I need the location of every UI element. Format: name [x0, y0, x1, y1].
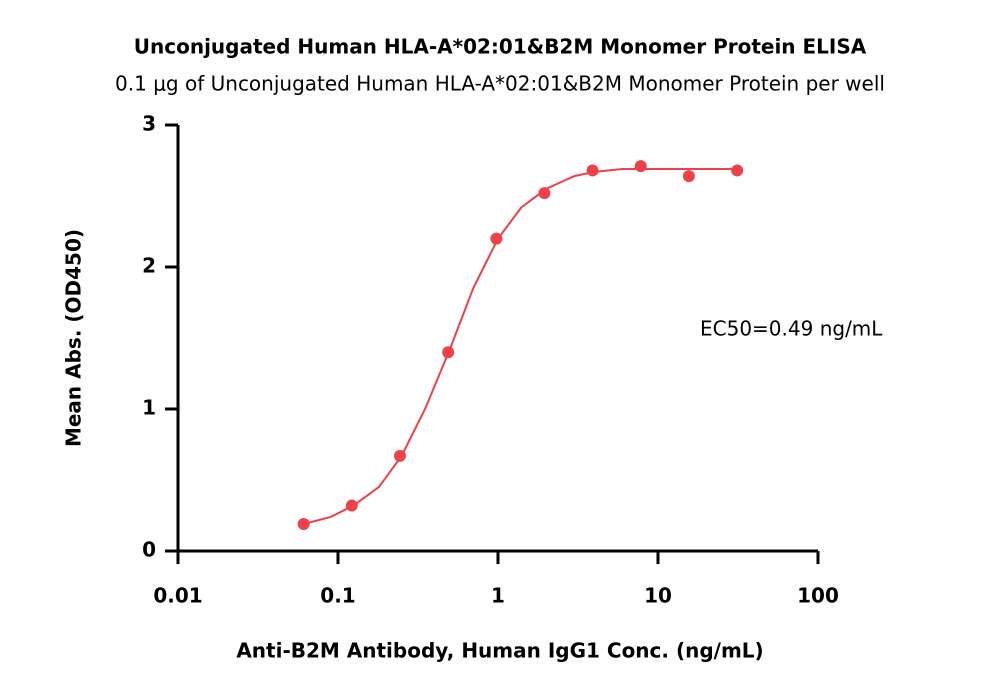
- data-point: [393, 449, 406, 462]
- y-tick-label: 2: [142, 254, 156, 278]
- y-tick-label: 0: [142, 538, 156, 562]
- data-point: [345, 499, 358, 512]
- x-tick-label: 10: [644, 584, 672, 608]
- x-axis-label: Anti-B2M Antibody, Human IgG1 Conc. (ng/…: [236, 639, 763, 663]
- y-tick-label: 3: [142, 112, 156, 136]
- y-axis-label: Mean Abs. (OD450): [62, 229, 86, 447]
- data-point: [297, 518, 310, 531]
- data-point: [731, 164, 744, 177]
- data-point: [634, 160, 647, 173]
- data-point: [490, 232, 503, 245]
- chart-title: Unconjugated Human HLA-A*02:01&B2M Monom…: [134, 35, 867, 59]
- data-point: [442, 346, 455, 359]
- x-tick-label: 1: [491, 584, 505, 608]
- y-tick-label: 1: [142, 396, 156, 420]
- x-tick-label: 100: [797, 584, 839, 608]
- data-point: [538, 187, 551, 200]
- fit-curve: [303, 168, 738, 525]
- x-tick-label: 0.1: [320, 584, 355, 608]
- annotation: EC50=0.49 ng/mL: [700, 317, 883, 341]
- data-point: [682, 170, 695, 183]
- data-point: [586, 164, 599, 177]
- chart-subtitle: 0.1 μg of Unconjugated Human HLA-A*02:01…: [115, 72, 885, 96]
- x-tick-label: 0.01: [153, 584, 202, 608]
